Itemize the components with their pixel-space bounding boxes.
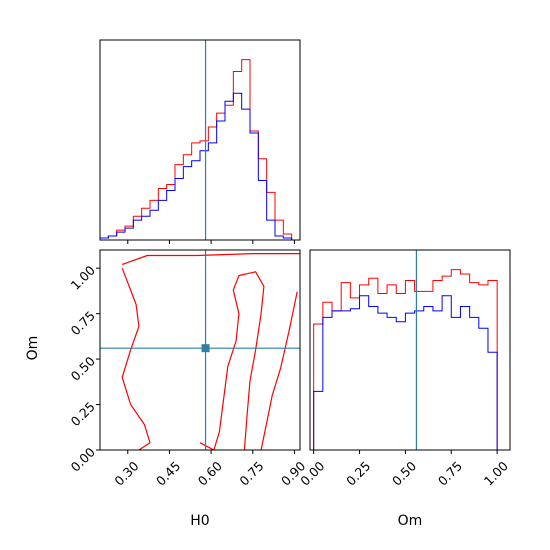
hist-om-series-red	[313, 269, 498, 450]
x-axis-label-om: Om	[398, 513, 423, 529]
histogram-h0-panel	[99, 39, 301, 244]
contour-line-3	[260, 291, 298, 450]
hist-om-series-blue	[313, 295, 498, 450]
contour-xtick-label-1: 0.45	[153, 458, 183, 488]
x-axis-label-h0: H0	[190, 513, 209, 529]
contour-ytick-label-3: 0.75	[68, 308, 98, 338]
hist-om-xtick-label-3: 0.75	[435, 458, 465, 488]
contour-line-2	[199, 271, 265, 450]
contour-xtick-label-2: 0.60	[195, 458, 225, 488]
hist-om-frame	[309, 249, 511, 451]
hist-om-xtick-label-4: 1.00	[481, 458, 511, 488]
contour-ytick-label-0: 0.00	[68, 444, 98, 474]
contour-line-0	[121, 253, 300, 266]
contour-line-1	[121, 267, 151, 450]
contour-frame	[99, 249, 301, 451]
contour-truth-marker	[201, 344, 210, 353]
contour-ytick-label-1: 0.25	[68, 399, 98, 429]
hist-om-xtick-label-1: 0.25	[343, 458, 373, 488]
contour-ytick-label-4: 1.00	[68, 262, 98, 292]
contour-xtick-label-3: 0.75	[236, 458, 266, 488]
contour-ytick-label-2: 0.50	[68, 353, 98, 383]
histogram-om-panel: 0.00 0.25 0.50 0.75 1.00	[297, 249, 511, 489]
contour-h0-om-panel: 0.30 0.45 0.60 0.75 0.900.000.250.500.751.00	[68, 249, 308, 489]
contour-xtick-label-0: 0.30	[111, 458, 141, 488]
hist-h0-series-blue	[100, 92, 293, 240]
hist-h0-frame	[99, 39, 301, 241]
hist-h0-series-red	[100, 59, 293, 240]
hist-om-xtick-label-2: 0.50	[389, 458, 419, 488]
y-axis-label-om: Om	[25, 336, 41, 361]
